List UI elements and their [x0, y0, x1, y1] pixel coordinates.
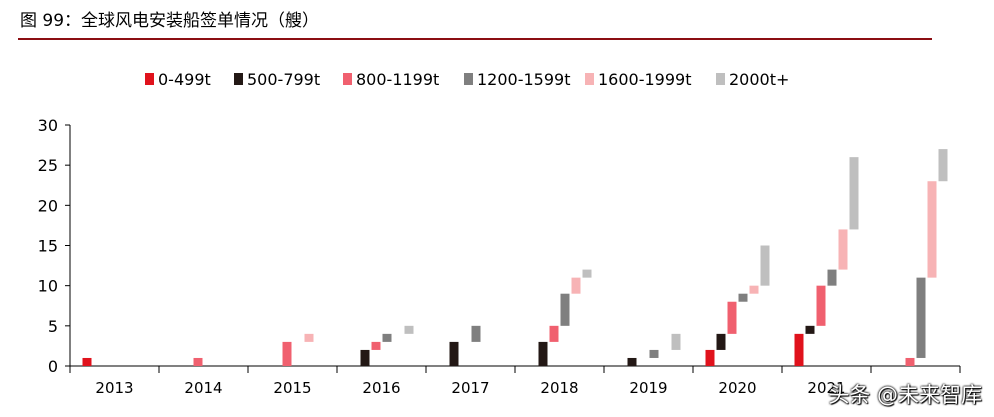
- bar-2000t+-2018: [582, 269, 592, 278]
- bar-1200-1599t-2022: [916, 277, 926, 358]
- title-divider: [18, 38, 932, 40]
- x-tick-label: 2021: [807, 379, 845, 397]
- legend-label-0-499t: 0-499t: [158, 70, 211, 89]
- y-tick-label: 20: [38, 196, 58, 215]
- watermark-text: 头条 @未来智库: [828, 383, 982, 407]
- y-axis: 0 5 10 15 20 25 30: [38, 116, 71, 376]
- bar-1200-1599t-2017: [471, 325, 481, 342]
- x-tick-label: 2018: [540, 379, 578, 397]
- legend: 0-499t 500-799t 800-1199t 1200-1599t 1600-19…: [145, 70, 789, 89]
- bar-800-1199t-2018: [549, 325, 559, 342]
- bar-1200-1599t-2019: [649, 349, 659, 358]
- x-tick-label: 2019: [629, 379, 667, 397]
- x-tick-label: 2016: [362, 379, 400, 397]
- legend-swatch-800-1199t: [343, 73, 352, 85]
- bar-1200-1599t-2020: [738, 293, 748, 302]
- bar-800-1199t-2015: [282, 341, 292, 366]
- y-tick-label: 30: [38, 116, 58, 135]
- x-tick-label: 2017: [451, 379, 489, 397]
- y-tick-label: 10: [38, 277, 58, 296]
- legend-label-800-1199t: 800-1199t: [356, 70, 439, 89]
- bar-2000t+-2021: [849, 157, 859, 230]
- y-tick-label: 25: [38, 156, 58, 175]
- bar-800-1199t-2022: [905, 357, 915, 366]
- legend-label-1200-1599t: 1200-1599t: [477, 70, 570, 89]
- y-tick-label: 0: [48, 357, 58, 376]
- bar-0-499t-2020: [705, 349, 715, 366]
- legend-swatch-0-499t: [145, 73, 154, 85]
- x-tick-label: 2014: [184, 379, 222, 397]
- bar-1200-1599t-2016: [382, 333, 392, 342]
- bar-1200-1599t-2021: [827, 269, 837, 286]
- legend-label-1600-1999t: 1600-1999t: [598, 70, 691, 89]
- bar-800-1199t-2016: [371, 341, 381, 350]
- bar-2000t+-2020: [760, 245, 770, 286]
- bar-500-799t-2021: [805, 325, 815, 334]
- bar-800-1199t-2020: [727, 301, 737, 334]
- bar-1600-1999t-2015: [304, 333, 314, 342]
- x-tick-label: 2015: [273, 379, 311, 397]
- legend-swatch-500-799t: [234, 73, 243, 85]
- chart-title: 图 99：全球风电安装船签单情况（艘）: [20, 11, 320, 31]
- bar-2000t+-2019: [671, 333, 681, 350]
- legend-label-500-799t: 500-799t: [247, 70, 320, 89]
- bar-500-799t-2020: [716, 333, 726, 350]
- bar-500-799t-2019: [627, 357, 637, 366]
- bar-0-499t-2013: [82, 357, 92, 366]
- bar-2000t+-2022: [938, 149, 948, 182]
- legend-swatch-1200-1599t: [464, 73, 473, 85]
- y-tick-label: 15: [38, 237, 58, 256]
- bar-500-799t-2018: [538, 341, 548, 366]
- bar-500-799t-2017: [449, 341, 459, 366]
- legend-label-2000t+: 2000t+: [729, 70, 789, 89]
- bar-800-1199t-2014: [193, 357, 203, 366]
- bar-500-799t-2016: [360, 349, 370, 366]
- x-axis: 2013 2014 2015 2016 2017 2018 2019 2020 2021: [69, 365, 961, 397]
- bar-1600-1999t-2020: [749, 285, 759, 294]
- bar-0-499t-2021: [794, 333, 804, 366]
- bar-2000t+-2016: [404, 325, 414, 334]
- legend-swatch-1600-1999t: [585, 73, 594, 85]
- y-tick-label: 5: [48, 317, 58, 336]
- x-tick-label: 2020: [718, 379, 756, 397]
- bar-800-1199t-2021: [816, 285, 826, 326]
- x-tick-label: 2013: [95, 379, 133, 397]
- bar-1600-1999t-2021: [838, 229, 848, 270]
- bar-1600-1999t-2022: [927, 181, 937, 278]
- bars: [82, 149, 948, 366]
- legend-swatch-2000t+: [716, 73, 725, 85]
- bar-1600-1999t-2018: [571, 277, 581, 294]
- bar-1200-1599t-2018: [560, 293, 570, 326]
